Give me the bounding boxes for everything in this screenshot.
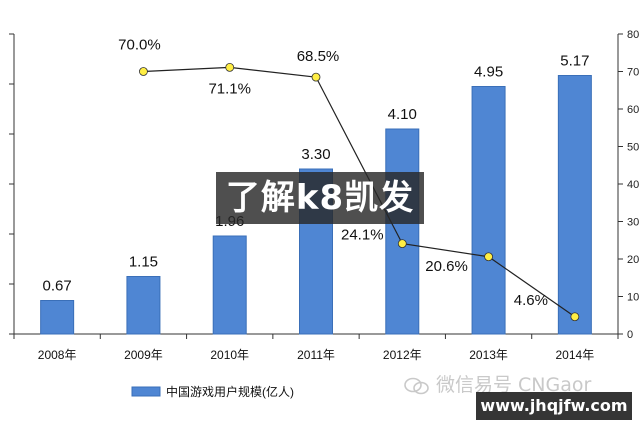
right-tick-label: 70	[627, 67, 639, 79]
right-tick-label: 30	[627, 217, 639, 229]
x-tick-label: 2009年	[124, 348, 163, 362]
source-watermark: 微信易号 CNGaor	[404, 374, 591, 396]
line-value-label: 71.1%	[208, 80, 251, 97]
right-tick-label: 0	[627, 329, 633, 341]
bar-value-label: 4.10	[388, 106, 417, 123]
line-point	[397, 239, 407, 249]
bar-value-label: 3.30	[301, 146, 330, 163]
bar-value-label: 4.95	[474, 64, 503, 81]
wechat-icon	[404, 377, 429, 394]
line-value-label: 24.1%	[341, 227, 384, 244]
line-point	[225, 62, 235, 72]
x-tick-label: 2012年	[383, 348, 422, 362]
line-point	[311, 72, 321, 82]
bar-series	[40, 75, 592, 335]
line-path	[143, 66, 576, 318]
legend-swatch	[131, 386, 161, 397]
line-value-label: 70.0%	[118, 37, 161, 54]
bar	[471, 86, 506, 335]
x-tick-label: 2013年	[469, 348, 508, 362]
bar	[212, 235, 247, 335]
right-tick-label: 80	[627, 29, 639, 41]
x-tick-label: 2014年	[556, 348, 595, 362]
line-point	[570, 312, 580, 322]
legend-label: 中国游戏用户规模(亿人)	[166, 384, 294, 399]
bar-value-label: 5.17	[560, 53, 589, 70]
bar-value-label: 0.67	[43, 278, 72, 295]
bar	[557, 75, 592, 335]
x-tick-labels: 2008年 2009年 2010年 2011年 2012年 2013年 2014年	[38, 348, 594, 362]
source-text: 微信易号 CNGaor	[436, 374, 592, 396]
right-tick-label: 10	[627, 292, 639, 304]
line-value-label: 68.5%	[297, 48, 340, 65]
line-value-labels: 70.0% 71.1% 68.5% 24.1% 20.6% 4.6%	[118, 37, 548, 309]
line-series	[139, 62, 580, 322]
bar	[385, 128, 420, 335]
line-value-label: 20.6%	[425, 258, 468, 275]
line-point	[139, 67, 148, 76]
right-tick-label: 40	[627, 179, 639, 191]
bar	[126, 276, 161, 335]
right-tick-label: 20	[627, 254, 639, 266]
bar	[40, 300, 75, 335]
bar-value-label: 1.15	[129, 254, 158, 271]
x-tick-label: 2011年	[297, 348, 335, 362]
legend: 中国游戏用户规模(亿人)	[131, 384, 294, 399]
x-tick-label: 2010年	[210, 348, 249, 362]
axes: 0 10 20 30 40 50 60 70 80	[9, 29, 639, 341]
right-tick-label: 50	[627, 142, 639, 154]
line-point	[484, 252, 493, 262]
right-tick-label: 60	[627, 104, 639, 116]
x-tick-label: 2008年	[38, 348, 77, 362]
url-watermark: www.jhqjfw.com	[476, 392, 632, 420]
overlay-title: 了解k8凯发	[216, 172, 424, 224]
line-value-label: 4.6%	[514, 292, 548, 309]
